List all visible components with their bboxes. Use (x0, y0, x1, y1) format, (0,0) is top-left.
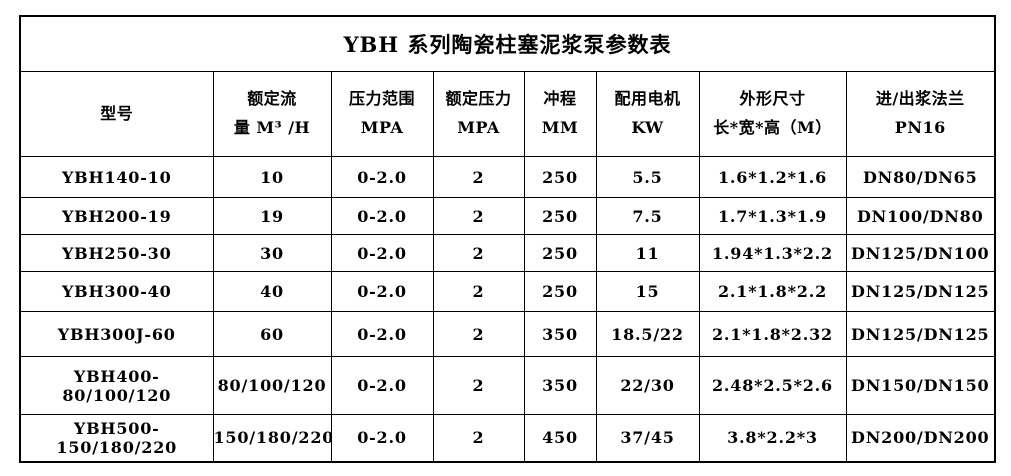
cell-model: YBH500-150/180/220 (19, 414, 214, 462)
header-line: MPA (360, 118, 404, 137)
cell-flange: DN125/DN100 (845, 234, 996, 272)
column-header-pressure-range: 压力范围 MPA (330, 71, 434, 157)
cell-dimensions: 1.94*1.3*2.2 (698, 234, 847, 272)
cell-flange: DN125/DN125 (845, 271, 996, 312)
table-row: YBH200-19 19 0-2.0 2 250 7.5 1.7*1.3*1.9 DN100/… (19, 197, 996, 235)
cell-rated-pressure: 2 (432, 234, 525, 272)
cell-dimensions: 2.1*1.8*2.2 (698, 271, 847, 312)
header-line: 配用电机 (614, 89, 681, 109)
title-row: YBH 系列陶瓷柱塞泥浆泵参数表 (19, 15, 996, 72)
cell-motor: 22/30 (595, 356, 700, 415)
column-header-stroke: 冲程 MM (523, 71, 597, 157)
cell-flange: DN150/DN150 (845, 356, 996, 415)
cell-stroke: 250 (523, 271, 597, 312)
header-line: 量 M³ /H (233, 118, 311, 137)
table-row: YBH140-10 10 0-2.0 2 250 5.5 1.6*1.2*1.6 DN80/D… (19, 156, 996, 198)
cell-rated-pressure: 2 (432, 156, 525, 198)
column-header-flange: 进/出浆法兰 PN16 (845, 71, 996, 157)
cell-rated-pressure: 2 (432, 311, 525, 357)
cell-rated-pressure: 2 (432, 414, 525, 462)
cell-rated-pressure: 2 (432, 197, 525, 235)
header-line: 进/出浆法兰 (875, 89, 965, 109)
cell-pressure-range: 0-2.0 (330, 271, 434, 312)
header-line: 冲程 (543, 89, 577, 109)
cell-stroke: 450 (523, 414, 597, 462)
cell-rated-flow: 40 (212, 271, 332, 312)
cell-motor: 7.5 (595, 197, 700, 235)
header-line: MPA (457, 118, 500, 137)
cell-motor: 15 (595, 271, 700, 312)
cell-dimensions: 2.1*1.8*2.32 (698, 311, 847, 357)
header-line: 长*宽*高（M） (713, 118, 832, 137)
cell-pressure-range: 0-2.0 (330, 197, 434, 235)
table-row: YBH500-150/180/220 150/180/220 0-2.0 2 450 37… (19, 414, 996, 462)
table-row: YBH300J-60 60 0-2.0 2 350 18.5/22 2.1*1.8*2.32… (19, 311, 996, 357)
table-title: YBH 系列陶瓷柱塞泥浆泵参数表 (19, 15, 996, 72)
cell-dimensions: 2.48*2.5*2.6 (698, 356, 847, 415)
cell-pressure-range: 0-2.0 (330, 356, 434, 415)
cell-rated-flow: 80/100/120 (212, 356, 332, 415)
cell-motor: 37/45 (595, 414, 700, 462)
cell-model: YBH140-10 (19, 156, 214, 198)
spec-table-container: YBH 系列陶瓷柱塞泥浆泵参数表 型号 额定流 量 M³ /H 压力范围 MPA… (19, 15, 997, 463)
cell-model: YBH300-40 (19, 271, 214, 312)
cell-stroke: 250 (523, 156, 597, 198)
cell-dimensions: 3.8*2.2*3 (698, 414, 847, 462)
table-row: YBH300-40 40 0-2.0 2 250 15 2.1*1.8*2.2 DN125/D… (19, 271, 996, 312)
cell-stroke: 250 (523, 234, 597, 272)
table-row: YBH400-80/100/120 80/100/120 0-2.0 2 350 22/3… (19, 356, 996, 415)
cell-stroke: 350 (523, 311, 597, 357)
header-line: MM (541, 118, 579, 137)
column-header-rated-pressure: 额定压力 MPA (432, 71, 525, 157)
header-line: 压力范围 (348, 89, 415, 109)
cell-model: YBH300J-60 (19, 311, 214, 357)
cell-model: YBH200-19 (19, 197, 214, 235)
cell-model: YBH400-80/100/120 (19, 356, 214, 415)
column-header-dimensions: 外形尺寸 长*宽*高（M） (698, 71, 847, 157)
cell-flange: DN200/DN200 (845, 414, 996, 462)
cell-rated-flow: 10 (212, 156, 332, 198)
header-line: 额定流 (247, 89, 297, 109)
header-line: PN16 (894, 118, 946, 137)
column-header-model: 型号 (19, 71, 214, 157)
header-line: 额定压力 (445, 89, 512, 109)
cell-flange: DN125/DN125 (845, 311, 996, 357)
cell-rated-flow: 19 (212, 197, 332, 235)
column-header-rated-flow: 额定流 量 M³ /H (212, 71, 332, 157)
cell-pressure-range: 0-2.0 (330, 156, 434, 198)
header-line: 外形尺寸 (739, 89, 806, 109)
header-line: 型号 (100, 103, 134, 123)
cell-model: YBH250-30 (19, 234, 214, 272)
cell-motor: 5.5 (595, 156, 700, 198)
cell-stroke: 350 (523, 356, 597, 415)
pump-parameter-table: YBH 系列陶瓷柱塞泥浆泵参数表 型号 额定流 量 M³ /H 压力范围 MPA… (19, 15, 997, 463)
header-row: 型号 额定流 量 M³ /H 压力范围 MPA 额定压力 MPA 冲程 MM (19, 71, 996, 157)
table-body: YBH140-10 10 0-2.0 2 250 5.5 1.6*1.2*1.6 DN80/D… (19, 156, 996, 462)
table-row: YBH250-30 30 0-2.0 2 250 11 1.94*1.3*2.2 DN125/… (19, 234, 996, 272)
cell-flange: DN80/DN65 (845, 156, 996, 198)
cell-rated-pressure: 2 (432, 356, 525, 415)
column-header-motor: 配用电机 KW (595, 71, 700, 157)
cell-pressure-range: 0-2.0 (330, 234, 434, 272)
cell-motor: 18.5/22 (595, 311, 700, 357)
cell-rated-flow: 60 (212, 311, 332, 357)
cell-dimensions: 1.7*1.3*1.9 (698, 197, 847, 235)
cell-stroke: 250 (523, 197, 597, 235)
cell-rated-flow: 30 (212, 234, 332, 272)
header-line: KW (631, 118, 664, 137)
cell-pressure-range: 0-2.0 (330, 311, 434, 357)
cell-dimensions: 1.6*1.2*1.6 (698, 156, 847, 198)
cell-pressure-range: 0-2.0 (330, 414, 434, 462)
cell-flange: DN100/DN80 (845, 197, 996, 235)
cell-rated-flow: 150/180/220 (212, 414, 332, 462)
cell-rated-pressure: 2 (432, 271, 525, 312)
cell-motor: 11 (595, 234, 700, 272)
